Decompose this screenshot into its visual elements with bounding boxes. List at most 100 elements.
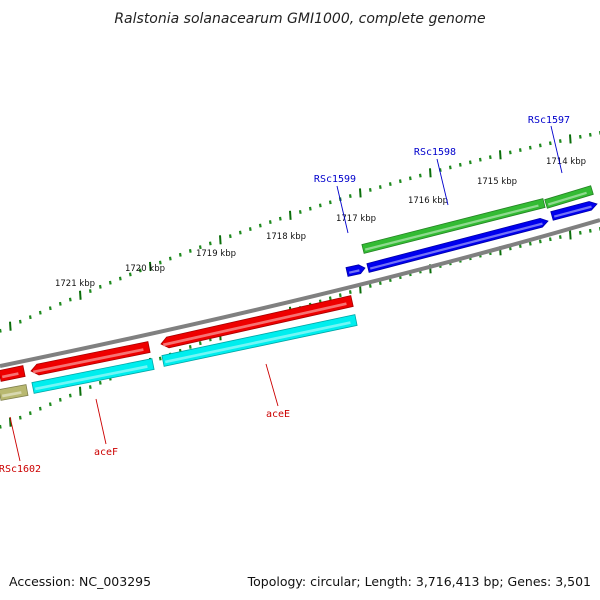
minor-tick bbox=[538, 143, 542, 148]
minor-tick bbox=[388, 182, 392, 187]
scale-label: 1721 kbp bbox=[55, 279, 95, 289]
minor-tick bbox=[88, 289, 92, 293]
minor-tick bbox=[188, 249, 192, 253]
minor-tick bbox=[538, 239, 542, 244]
minor-tick bbox=[478, 157, 482, 162]
gene-label-aceE[interactable]: aceE bbox=[266, 409, 290, 420]
minor-tick bbox=[278, 216, 282, 221]
callout-line-RSc1602 bbox=[9, 416, 21, 462]
gene-label-RSc1599[interactable]: RSc1599 bbox=[314, 174, 356, 185]
callout-line-aceE bbox=[265, 363, 279, 407]
minor-tick bbox=[588, 228, 592, 233]
minor-tick bbox=[48, 402, 52, 407]
minor-tick bbox=[578, 230, 582, 235]
major-tick bbox=[9, 321, 12, 331]
minor-tick bbox=[108, 280, 112, 285]
gene-label-RSc1602[interactable]: RSc1602 bbox=[0, 464, 41, 475]
callout-line-RSc1598 bbox=[436, 158, 449, 206]
minor-tick bbox=[518, 148, 522, 152]
genome-summary-text: Topology: circular; Length: 3,716,413 bp… bbox=[247, 574, 591, 589]
minor-tick bbox=[408, 176, 412, 181]
major-tick bbox=[289, 210, 292, 220]
scale-label: 1718 kbp bbox=[266, 232, 306, 242]
gene-RSc1599-blue-highlight bbox=[348, 269, 360, 274]
minor-tick bbox=[338, 293, 342, 298]
minor-tick bbox=[558, 235, 562, 240]
gene-label-RSc1597[interactable]: RSc1597 bbox=[528, 115, 570, 126]
minor-tick bbox=[68, 297, 72, 302]
gene-RSc1598-blue-highlight bbox=[369, 222, 543, 270]
callout-line-RSc1599 bbox=[336, 185, 349, 234]
minor-tick bbox=[468, 160, 472, 165]
minor-tick bbox=[418, 173, 422, 178]
minor-tick bbox=[318, 203, 322, 208]
minor-tick bbox=[0, 424, 2, 429]
outer-tick-track bbox=[0, 131, 600, 333]
map-title: Ralstonia solanacearum GMI1000, complete… bbox=[114, 11, 485, 27]
minor-tick bbox=[378, 281, 382, 285]
minor-tick bbox=[58, 397, 62, 402]
minor-tick bbox=[548, 237, 552, 242]
genome-backbone bbox=[0, 218, 600, 368]
minor-tick bbox=[268, 220, 272, 225]
minor-tick bbox=[18, 319, 22, 324]
minor-tick bbox=[158, 356, 162, 361]
major-tick bbox=[569, 134, 572, 144]
minor-tick bbox=[178, 252, 182, 257]
minor-tick bbox=[118, 276, 122, 281]
gene-label-RSc1598[interactable]: RSc1598 bbox=[414, 147, 456, 158]
minor-tick bbox=[438, 168, 442, 173]
minor-tick bbox=[228, 234, 232, 239]
callout-line-RSc1597 bbox=[550, 125, 563, 174]
major-tick bbox=[569, 230, 572, 240]
major-tick bbox=[359, 188, 362, 198]
gene-aceE-red-highlight bbox=[162, 302, 347, 347]
major-tick bbox=[429, 168, 432, 178]
minor-tick bbox=[528, 241, 532, 246]
minor-tick bbox=[348, 290, 352, 294]
minor-tick bbox=[368, 284, 372, 288]
minor-tick bbox=[198, 341, 202, 346]
accession-text: Accession: NC_003295 bbox=[9, 574, 151, 589]
minor-tick bbox=[168, 256, 172, 261]
minor-tick bbox=[348, 194, 352, 198]
minor-tick bbox=[328, 296, 332, 301]
minor-tick bbox=[28, 315, 32, 320]
scale-label: 1717 kbp bbox=[336, 214, 376, 224]
minor-tick bbox=[28, 411, 32, 416]
gene-aceF-red-highlight bbox=[32, 348, 144, 374]
minor-tick bbox=[158, 260, 162, 265]
minor-tick bbox=[68, 393, 72, 398]
minor-tick bbox=[138, 268, 142, 273]
minor-tick bbox=[0, 328, 2, 333]
minor-tick bbox=[588, 132, 592, 137]
scale-label: 1719 kbp bbox=[196, 249, 236, 259]
callout-line-aceF bbox=[95, 398, 107, 445]
major-tick bbox=[79, 386, 82, 396]
major-tick bbox=[219, 235, 222, 245]
minor-tick bbox=[88, 385, 92, 389]
minor-tick bbox=[328, 200, 332, 205]
minor-tick bbox=[558, 139, 562, 144]
minor-tick bbox=[368, 188, 372, 192]
minor-tick bbox=[38, 406, 42, 411]
minor-tick bbox=[38, 310, 42, 315]
minor-tick bbox=[248, 227, 252, 231]
scale-label: 1720 kbp bbox=[125, 264, 165, 274]
gene-label-aceF[interactable]: aceF bbox=[94, 447, 118, 458]
gene-RSc1597-green-highlight bbox=[547, 191, 587, 206]
scale-label: 1715 kbp bbox=[477, 177, 517, 187]
gene-aceF-cyan-highlight bbox=[34, 365, 148, 391]
major-tick bbox=[79, 290, 82, 300]
minor-tick bbox=[488, 155, 492, 160]
minor-tick bbox=[18, 415, 22, 420]
minor-tick bbox=[48, 306, 52, 311]
scale-label: 1716 kbp bbox=[408, 196, 448, 206]
minor-tick bbox=[238, 230, 242, 235]
gene-RSc1598-green-highlight bbox=[364, 204, 539, 251]
minor-tick bbox=[508, 150, 512, 155]
minor-tick bbox=[128, 272, 132, 277]
minor-tick bbox=[98, 380, 102, 385]
minor-tick bbox=[98, 284, 102, 289]
